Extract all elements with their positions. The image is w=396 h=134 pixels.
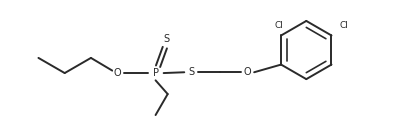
Text: O: O xyxy=(113,68,121,78)
Text: P: P xyxy=(152,68,158,78)
Text: S: S xyxy=(188,67,194,77)
Text: S: S xyxy=(164,34,170,44)
Text: O: O xyxy=(244,67,251,77)
Text: Cl: Cl xyxy=(275,21,284,30)
Text: Cl: Cl xyxy=(339,21,348,30)
